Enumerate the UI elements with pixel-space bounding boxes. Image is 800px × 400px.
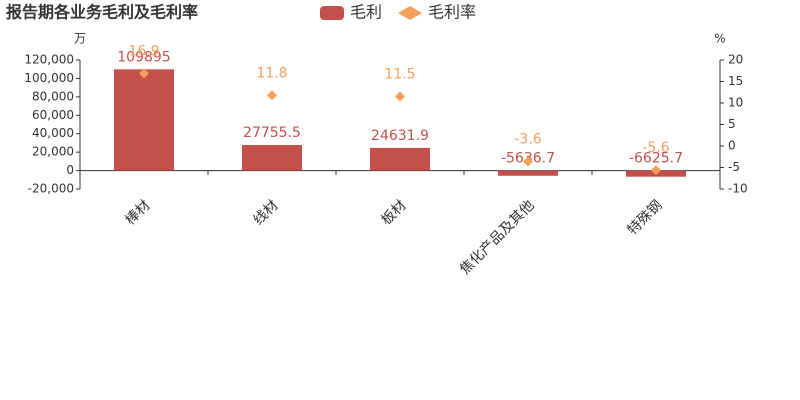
x-tick-label: 线材 xyxy=(251,197,282,228)
x-tick-label: 板材 xyxy=(379,197,410,228)
data-label: 109895 xyxy=(117,49,170,65)
data-label: 11.8 xyxy=(256,65,287,81)
bar xyxy=(370,147,430,171)
bar xyxy=(498,170,558,176)
y-tick-label: 100,000 xyxy=(24,71,74,85)
y-tick-label: -20,000 xyxy=(28,182,74,196)
rate-marker xyxy=(267,90,277,101)
y2-tick-label: 5 xyxy=(728,117,736,131)
data-label: -5.6 xyxy=(642,140,669,156)
legend-marker xyxy=(398,6,423,20)
rate-marker xyxy=(139,68,149,79)
data-label: 16.9 xyxy=(128,43,159,59)
rate-marker xyxy=(651,165,661,176)
data-label: 11.5 xyxy=(384,67,415,83)
data-label: -3.6 xyxy=(514,131,541,147)
rate-marker xyxy=(523,156,533,167)
legend-label: 毛利率 xyxy=(428,3,476,22)
y2-tick-label: 20 xyxy=(728,53,743,67)
y-tick-label: 40,000 xyxy=(32,126,74,140)
x-tick-label: 焦化产品及其他 xyxy=(457,197,538,278)
y-tick-label: 0 xyxy=(66,163,74,177)
y2-tick-label: 10 xyxy=(728,96,743,110)
y2-tick-label: 15 xyxy=(728,74,743,88)
y2-tick-label: -10 xyxy=(728,182,748,196)
x-tick-label: 棒材 xyxy=(123,197,154,228)
data-label: 24631.9 xyxy=(371,128,429,144)
y2-tick-label: 0 xyxy=(728,139,736,153)
y-axis-unit: 万 xyxy=(74,32,86,46)
y-tick-label: 80,000 xyxy=(32,89,74,103)
chart-title: 报告期各业务毛利及毛利率 xyxy=(6,3,198,22)
data-label: -6625.7 xyxy=(629,151,683,167)
x-tick-label: 特殊钢 xyxy=(625,197,666,238)
y-tick-label: 20,000 xyxy=(32,145,74,159)
y-tick-label: 60,000 xyxy=(32,108,74,122)
legend-label: 毛利 xyxy=(350,3,382,22)
y2-tick-label: -5 xyxy=(728,160,740,174)
data-label: 27755.5 xyxy=(243,125,301,141)
y2-axis-unit: % xyxy=(714,32,725,46)
bar xyxy=(114,69,174,171)
rate-marker xyxy=(395,91,405,102)
bar xyxy=(242,144,302,171)
legend-marker xyxy=(320,6,344,20)
y-tick-label: 120,000 xyxy=(24,53,74,67)
